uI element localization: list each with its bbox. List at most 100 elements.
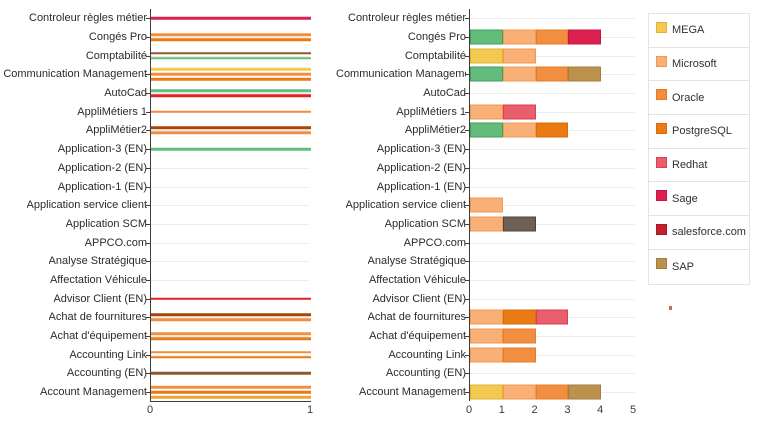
category-label-text: Accounting Link — [69, 348, 147, 361]
legend-item-redhat[interactable]: Redhat — [649, 149, 749, 183]
bar-line[interactable] — [151, 337, 311, 340]
bar-segment[interactable] — [470, 66, 503, 82]
bar-line[interactable] — [151, 318, 311, 322]
bar-segment[interactable] — [470, 347, 503, 363]
bar-segment[interactable] — [568, 29, 602, 45]
bar-line[interactable] — [151, 390, 311, 394]
chart-row: Controleur règles métier — [336, 9, 639, 28]
bar-segment[interactable] — [470, 197, 503, 213]
bar-line[interactable] — [151, 313, 311, 317]
row-gridline — [470, 149, 635, 151]
legend-swatch — [656, 224, 667, 236]
legend-item-microsoft[interactable]: Microsoft — [649, 48, 749, 82]
category-label-text: Analyse Stratégique — [48, 255, 147, 268]
row-gridline — [470, 18, 635, 20]
bar-segment[interactable] — [502, 122, 536, 138]
bar-lines — [151, 147, 311, 151]
bar-line[interactable] — [151, 332, 311, 335]
chart-row: AppliMétier2 — [336, 121, 639, 140]
category-label: Account Management — [0, 386, 150, 398]
x-axis-labels: 0 1 2 3 4 5 — [336, 401, 639, 419]
axis-tick — [465, 336, 469, 338]
bar-line[interactable] — [151, 110, 311, 114]
axis-tick — [146, 167, 150, 169]
x-tick-label: 1 — [498, 404, 505, 417]
x-tick-label: 4 — [597, 404, 604, 417]
bar-segment[interactable] — [535, 384, 569, 400]
axis-tick — [146, 37, 150, 39]
bar-line[interactable] — [151, 147, 311, 151]
bar-line[interactable] — [151, 73, 311, 76]
legend-item-oracle[interactable]: Oracle — [649, 81, 749, 116]
bar-segment[interactable] — [535, 66, 569, 82]
bar-line[interactable] — [151, 350, 311, 354]
chart-row: Application-3 (EN) — [0, 139, 313, 159]
artifact-dot — [669, 306, 672, 310]
legend-item-sap[interactable]: SAP — [649, 250, 749, 284]
bar-segment[interactable] — [502, 384, 536, 400]
bar-line[interactable] — [151, 17, 311, 20]
bar-segment[interactable] — [502, 216, 536, 232]
bar-segment[interactable] — [502, 29, 536, 45]
bar-segment[interactable] — [470, 29, 503, 45]
right-chart: Controleur règles métier Congés Pro Compta… — [336, 9, 639, 419]
row-gridline — [470, 242, 635, 244]
bar-stack — [470, 328, 536, 344]
bar-stack — [470, 309, 569, 325]
legend-item-sage[interactable]: Sage — [649, 182, 749, 217]
axis-tick — [465, 111, 469, 113]
row-gridline — [470, 186, 635, 188]
bar-segment[interactable] — [502, 328, 536, 344]
chart-row: AppliMétier2 — [0, 121, 313, 140]
row-plot — [465, 382, 639, 402]
bar-segment[interactable] — [502, 48, 536, 64]
bar-segment[interactable] — [470, 216, 503, 232]
bar-line[interactable] — [151, 395, 311, 399]
bar-line[interactable] — [151, 78, 311, 81]
bar-line[interactable] — [151, 33, 311, 36]
row-gridline — [151, 55, 309, 57]
bar-segment[interactable] — [470, 384, 503, 400]
row-plot — [465, 345, 639, 365]
category-label-text: Communication Management — [3, 68, 147, 81]
bar-line[interactable] — [151, 94, 311, 97]
bar-line[interactable] — [151, 385, 311, 389]
bar-segment[interactable] — [502, 309, 536, 325]
bar-segment[interactable] — [470, 309, 503, 325]
bar-line[interactable] — [151, 51, 311, 55]
chart-row: Achat de fournitures — [336, 308, 639, 327]
chart-row: Application-2 (EN) — [0, 158, 313, 178]
bar-line[interactable] — [151, 89, 311, 92]
legend-item-postgresql[interactable]: PostgreSQL — [649, 115, 749, 149]
axis-tick — [146, 205, 150, 207]
bar-segment[interactable] — [535, 29, 569, 45]
bar-segment[interactable] — [502, 66, 536, 82]
bar-segment[interactable] — [502, 347, 536, 363]
legend-item-mega[interactable]: MEGA — [649, 14, 749, 48]
bar-line[interactable] — [151, 355, 311, 359]
bar-line[interactable] — [151, 131, 311, 135]
legend-item-salesforce-com[interactable]: salesforce.com — [649, 216, 749, 250]
bar-line[interactable] — [151, 38, 311, 41]
bar-segment[interactable] — [535, 309, 569, 325]
axis-tick — [465, 279, 469, 281]
bar-segment[interactable] — [535, 122, 569, 138]
bar-segment[interactable] — [470, 104, 503, 120]
bar-segment[interactable] — [568, 384, 602, 400]
bar-line[interactable] — [151, 126, 311, 130]
bar-line[interactable] — [151, 56, 311, 60]
bar-line[interactable] — [151, 297, 311, 300]
bar-segment[interactable] — [568, 66, 602, 82]
row-plot — [465, 27, 639, 47]
category-label-text: Account Management — [358, 386, 466, 399]
chart-row: AutoCad — [0, 83, 313, 103]
row-gridline — [470, 261, 635, 263]
bar-segment[interactable] — [470, 328, 503, 344]
bar-segment[interactable] — [470, 122, 503, 138]
bar-lines — [151, 110, 311, 114]
row-plot — [465, 139, 639, 159]
bar-segment[interactable] — [470, 48, 503, 64]
bar-line[interactable] — [151, 372, 311, 375]
bar-line[interactable] — [151, 68, 311, 71]
bar-segment[interactable] — [502, 104, 536, 120]
